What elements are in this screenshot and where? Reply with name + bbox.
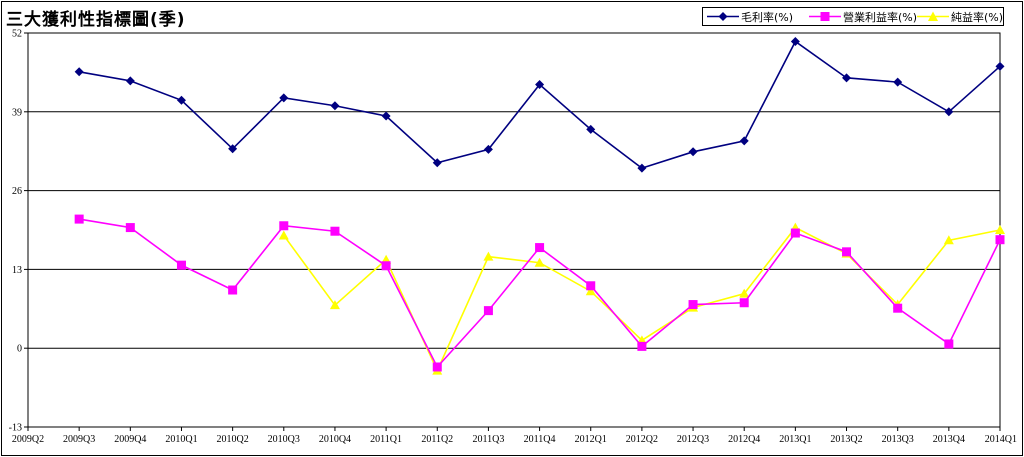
- data-point: [790, 228, 800, 238]
- data-point: [586, 124, 596, 134]
- y-tick-label: 26: [12, 186, 22, 197]
- data-point: [483, 251, 494, 261]
- data-point: [637, 341, 647, 351]
- y-tick-label: -13: [9, 423, 22, 434]
- data-point: [279, 93, 289, 103]
- data-point: [534, 257, 545, 267]
- x-tick-label: 2011Q3: [472, 434, 504, 445]
- data-point: [176, 260, 186, 270]
- x-tick-label: 2012Q2: [626, 434, 658, 445]
- x-tick-label: 2009Q3: [63, 434, 95, 445]
- data-point: [535, 80, 545, 90]
- data-point: [637, 163, 647, 173]
- x-tick-label: 2013Q3: [882, 434, 914, 445]
- x-tick-label: 2012Q4: [728, 434, 760, 445]
- data-point: [228, 285, 238, 295]
- data-point: [739, 136, 749, 146]
- x-tick-label: 2013Q4: [933, 434, 965, 445]
- data-point: [585, 286, 596, 296]
- data-point: [893, 303, 903, 313]
- legend: 毛利率(%) 營業利益率(%) 純益率(%): [702, 7, 1004, 26]
- legend-label: 毛利率(%): [741, 10, 794, 24]
- data-point: [483, 306, 493, 316]
- data-point: [688, 147, 698, 157]
- data-point: [893, 77, 903, 87]
- data-point: [330, 226, 340, 236]
- data-point: [125, 76, 135, 86]
- x-tick-label: 2011Q4: [524, 434, 556, 445]
- x-tick-label: 2012Q1: [575, 434, 607, 445]
- x-tick-label: 2011Q1: [370, 434, 402, 445]
- y-tick-label: 52: [12, 29, 22, 40]
- data-point: [842, 73, 852, 83]
- data-point: [483, 144, 493, 154]
- diamond-marker-icon: [705, 9, 741, 24]
- legend-item-gross-margin: 毛利率(%): [705, 9, 793, 24]
- data-point: [228, 144, 238, 154]
- data-point: [279, 221, 289, 231]
- data-point: [330, 101, 340, 111]
- y-tick-label: 0: [17, 344, 22, 355]
- data-point: [381, 111, 391, 121]
- data-point: [790, 36, 800, 46]
- data-point: [688, 300, 698, 310]
- x-tick-label: 2014Q1: [985, 434, 1017, 445]
- legend-label: 營業利益率(%): [843, 10, 918, 24]
- square-marker-icon: [807, 9, 843, 24]
- data-point: [995, 61, 1005, 71]
- data-point: [586, 281, 596, 291]
- data-point: [278, 230, 289, 240]
- data-point: [176, 95, 186, 105]
- data-point: [125, 223, 135, 233]
- legend-item-operating-margin: 營業利益率(%): [807, 9, 917, 24]
- data-point: [535, 243, 545, 253]
- data-point: [739, 288, 750, 298]
- x-tick-label: 2013Q2: [830, 434, 862, 445]
- y-tick-label: 39: [12, 107, 22, 118]
- plot-area: [27, 32, 1001, 428]
- x-tick-label: 2009Q4: [114, 434, 146, 445]
- data-point: [432, 158, 442, 168]
- triangle-marker-icon: [915, 9, 951, 24]
- data-point: [381, 261, 391, 271]
- chart-title: 三大獲利性指標圖(季): [6, 10, 186, 30]
- data-point: [944, 107, 954, 117]
- x-tick-label: 2012Q3: [677, 434, 709, 445]
- data-point: [432, 362, 442, 372]
- x-tick-label: 2010Q2: [217, 434, 249, 445]
- x-tick-label: 2009Q2: [12, 434, 44, 445]
- legend-label: 純益率(%): [951, 10, 1004, 24]
- x-tick-label: 2011Q2: [421, 434, 453, 445]
- data-point: [943, 235, 954, 245]
- data-point: [995, 225, 1005, 234]
- x-tick-label: 2010Q4: [319, 434, 351, 445]
- x-tick-label: 2013Q1: [779, 434, 811, 445]
- data-point: [329, 300, 340, 310]
- x-tick-label: 2010Q1: [165, 434, 197, 445]
- y-tick-label: 13: [12, 265, 22, 276]
- x-tick-label: 2010Q3: [268, 434, 300, 445]
- data-point: [944, 339, 954, 349]
- data-point: [74, 67, 84, 77]
- data-point: [74, 214, 84, 224]
- data-point: [995, 235, 1005, 245]
- data-point: [842, 247, 852, 257]
- legend-item-net-margin: 純益率(%): [915, 9, 1003, 24]
- data-point: [739, 298, 749, 308]
